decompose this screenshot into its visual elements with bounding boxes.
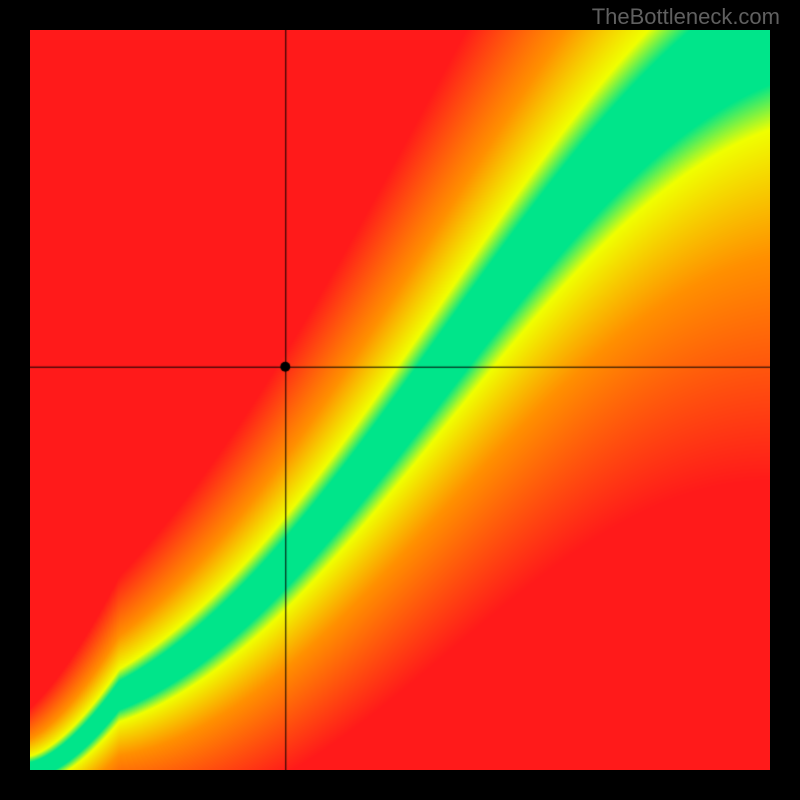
chart-container: TheBottleneck.com [0,0,800,800]
heatmap-canvas [30,30,770,770]
watermark-text: TheBottleneck.com [592,4,780,30]
heatmap-plot [30,30,770,770]
